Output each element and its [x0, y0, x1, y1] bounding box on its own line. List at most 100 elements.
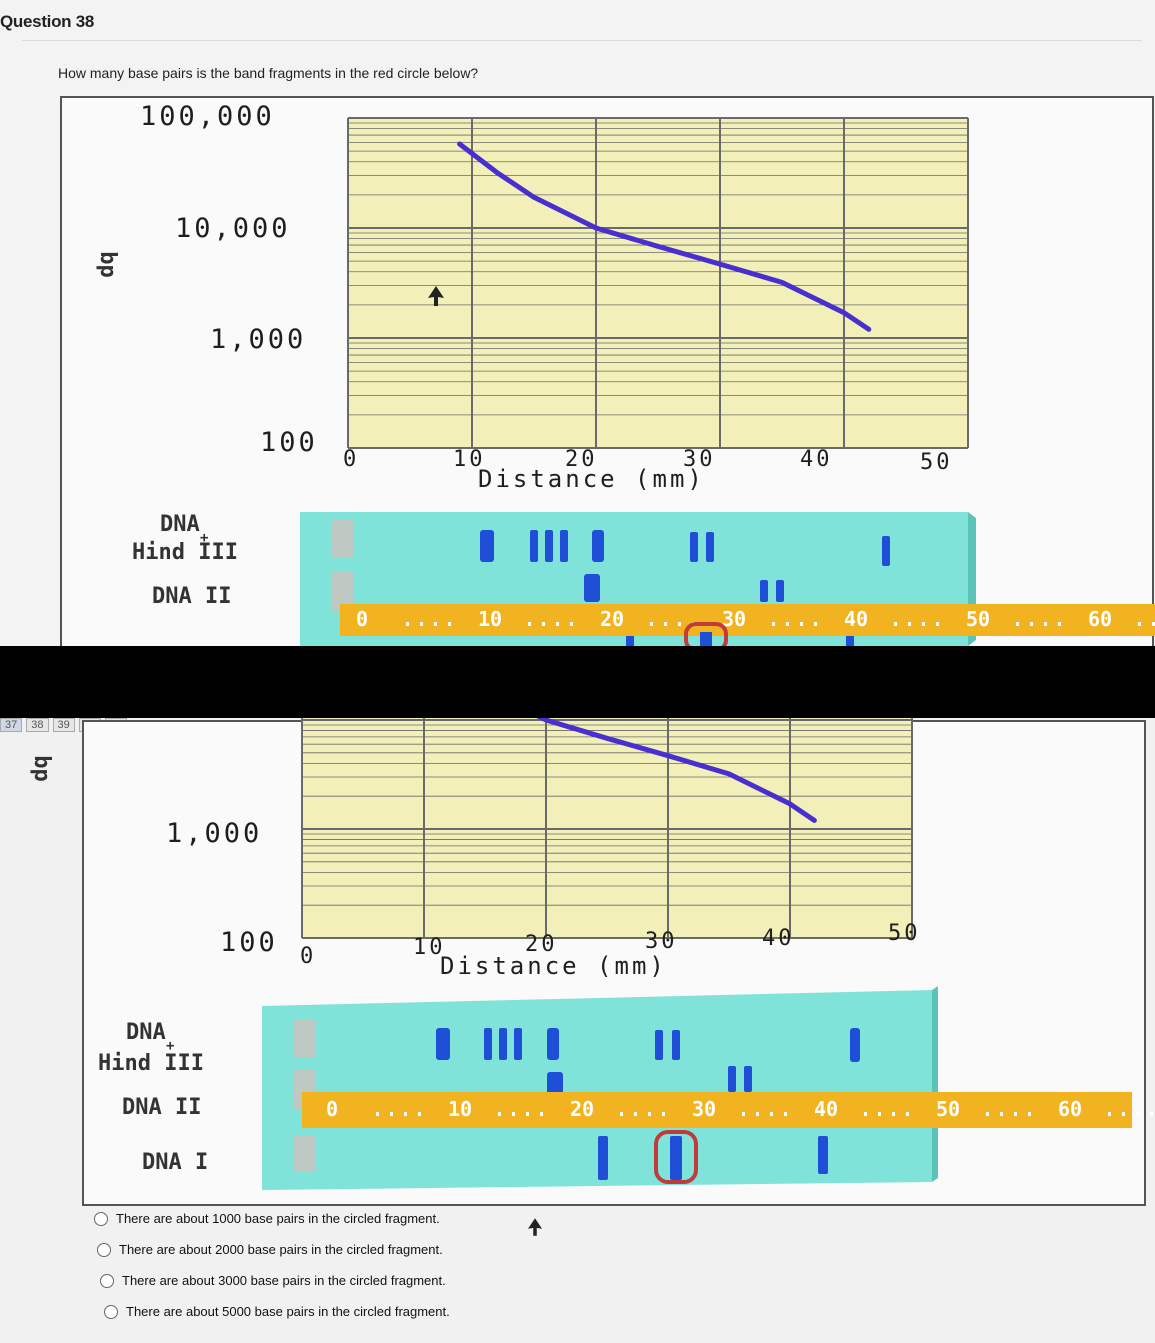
- ruler-tick: [376, 1112, 379, 1116]
- ruler-tick: [1108, 1112, 1111, 1116]
- red-circle: [684, 622, 728, 646]
- ruler-tick: [770, 1112, 773, 1116]
- ruler-tick: [418, 1112, 421, 1116]
- band: [672, 1030, 680, 1060]
- lane-label-dna-hind-iii: DNA: [126, 1020, 166, 1045]
- radio-button[interactable]: [104, 1304, 118, 1319]
- band: [592, 530, 604, 562]
- ruler-tick: [756, 1112, 759, 1116]
- ruler-tick: [678, 622, 681, 626]
- ruler-tick: [406, 622, 409, 626]
- ruler-tick: [404, 1112, 407, 1116]
- band: [670, 1136, 682, 1180]
- ruler-label: 10: [478, 607, 502, 631]
- bottom-screen-region: 37 38 39 40 41 bp 1,000 100 0 10 20 30 4…: [0, 718, 1155, 1343]
- question-number: Question 38: [0, 12, 95, 31]
- lane-label-dna-ii: DNA II: [152, 584, 232, 609]
- band: [706, 532, 714, 562]
- plus-sign: +: [166, 1038, 175, 1054]
- band: [850, 1028, 860, 1062]
- mouse-cursor-icon: [528, 1218, 542, 1236]
- ruler-tick: [650, 622, 653, 626]
- answer-option-2[interactable]: There are about 2000 base pairs in the c…: [97, 1242, 443, 1257]
- answer-option-4[interactable]: There are about 5000 base pairs in the c…: [104, 1304, 450, 1319]
- ruler-tick: [540, 1112, 543, 1116]
- ruler-tick: [620, 1112, 623, 1116]
- y-tick-label: 1,000: [166, 818, 263, 849]
- ruler-tick: [1152, 622, 1155, 626]
- y-unit-label: bp: [28, 755, 54, 782]
- series-line: [536, 718, 817, 823]
- ruler-tick: [1150, 1112, 1153, 1116]
- nav-tab[interactable]: 37: [0, 718, 23, 732]
- question-prompt: How many base pairs is the band fragment…: [58, 65, 479, 81]
- band: [744, 1066, 752, 1092]
- band: [760, 580, 768, 602]
- ruler-tick: [894, 622, 897, 626]
- ruler-tick: [556, 622, 559, 626]
- lane-label-hind-iii: Hind III: [98, 1051, 204, 1076]
- radio-button[interactable]: [94, 1211, 108, 1226]
- gel-well: [332, 520, 354, 558]
- band: [545, 530, 553, 562]
- band: [547, 1028, 559, 1060]
- band: [530, 530, 538, 562]
- lane-label-dna-hind-iii: DNA: [160, 512, 200, 537]
- band: [514, 1028, 522, 1060]
- nav-tab[interactable]: 38: [26, 718, 49, 732]
- ruler-label: 40: [814, 1097, 838, 1121]
- plot-background: [348, 118, 968, 448]
- ruler-label: 50: [936, 1097, 960, 1121]
- ruler-tick: [434, 622, 437, 626]
- band: [598, 1136, 608, 1180]
- answer-option-1[interactable]: There are about 1000 base pairs in the c…: [94, 1211, 440, 1226]
- x-tick-label: 30: [683, 447, 716, 472]
- nav-tab[interactable]: 39: [52, 718, 75, 732]
- ruler-label: 30: [722, 607, 746, 631]
- x-tick-label: 50: [920, 450, 953, 475]
- ruler-tick: [786, 622, 789, 626]
- answer-text: There are about 5000 base pairs in the c…: [126, 1304, 450, 1319]
- band: [846, 636, 854, 646]
- x-axis-title: Distance (mm): [440, 952, 667, 980]
- divider: [22, 40, 1142, 41]
- ruler-tick: [1030, 622, 1033, 626]
- x-tick-label: 50: [888, 921, 921, 946]
- band: [818, 1136, 828, 1174]
- ruler-label: 20: [570, 1097, 594, 1121]
- ruler-tick: [662, 1112, 665, 1116]
- band: [655, 1030, 663, 1060]
- gel-well: [332, 572, 354, 612]
- band: [690, 532, 698, 562]
- lane-label-dna-ii: DNA II: [122, 1095, 202, 1120]
- ruler-label: 0: [326, 1097, 338, 1121]
- y-tick-label: 100: [220, 927, 278, 958]
- band: [560, 530, 568, 562]
- answer-option-3[interactable]: There are about 3000 base pairs in the c…: [100, 1273, 446, 1288]
- radio-button[interactable]: [97, 1242, 111, 1257]
- gel-electrophoresis: 0 10 20 30 40 50 60: [262, 986, 1153, 1190]
- ruler-tick: [936, 622, 939, 626]
- log-plot: [347, 117, 969, 449]
- ruler-tick: [1000, 1112, 1003, 1116]
- band: [882, 536, 890, 566]
- radio-button[interactable]: [100, 1273, 114, 1288]
- ruler-tick: [906, 1112, 909, 1116]
- ruler-tick: [772, 622, 775, 626]
- x-tick-label: 10: [413, 935, 446, 960]
- band: [484, 1028, 492, 1060]
- ruler-label: 0: [356, 607, 368, 631]
- gel-well: [294, 1020, 316, 1058]
- ruler-tick: [390, 1112, 393, 1116]
- ruler-tick: [892, 1112, 895, 1116]
- answer-text: There are about 3000 base pairs in the c…: [122, 1273, 446, 1288]
- answer-text: There are about 1000 base pairs in the c…: [116, 1211, 440, 1226]
- ruler-tick: [922, 622, 925, 626]
- ruler-label: 40: [844, 607, 868, 631]
- ruler-tick: [1122, 1112, 1125, 1116]
- ruler-label: 20: [600, 607, 624, 631]
- ruler: [340, 604, 1155, 636]
- y-tick-label: 1,000: [210, 324, 307, 355]
- ruler-tick: [1014, 1112, 1017, 1116]
- x-tick-label: 0: [343, 447, 360, 472]
